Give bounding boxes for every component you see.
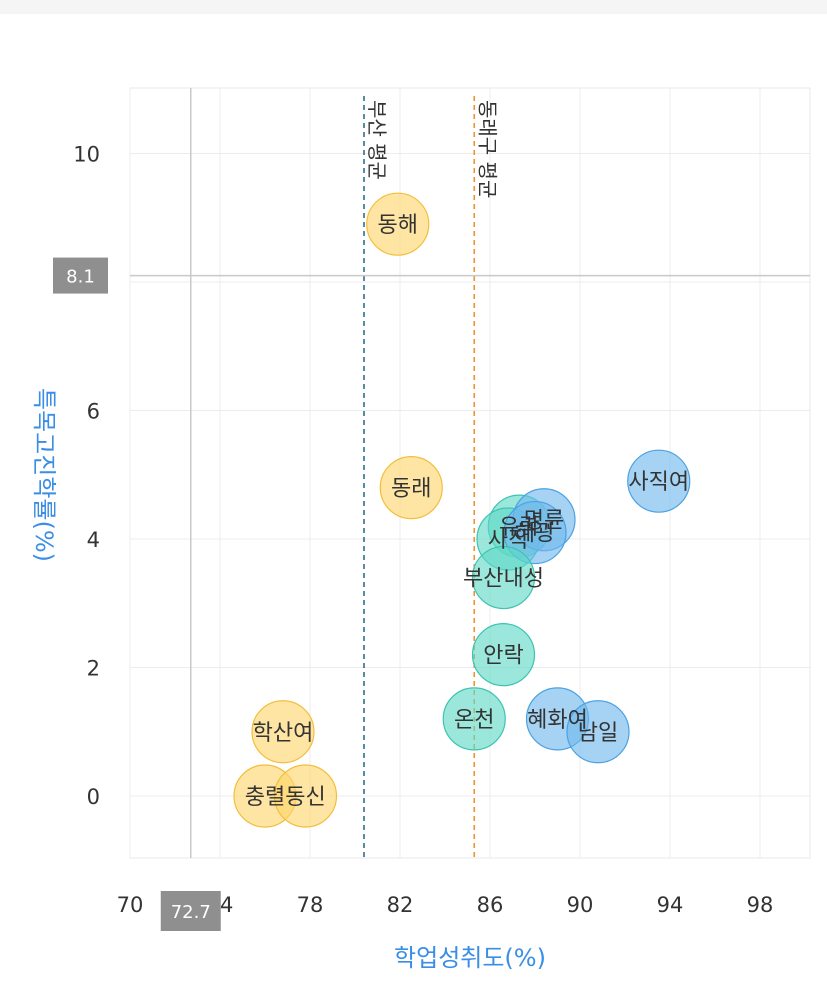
bubble-label: 동래: [391, 477, 431, 502]
bubble[interactable]: [366, 192, 430, 256]
bubble-label: 안락: [483, 644, 523, 669]
reference-line-label: 부산 평균: [365, 100, 389, 180]
x-tick-label: 98: [747, 893, 774, 917]
y-axis-title: 특목고진학률(%): [30, 388, 58, 562]
x-tick-label: 90: [567, 893, 594, 917]
bubble[interactable]: [471, 623, 536, 687]
y-tick-label: 2: [87, 657, 100, 681]
crosshair-y-value: 8.1: [66, 267, 95, 288]
bubble[interactable]: [471, 545, 536, 610]
crosshair-x-value: 72.7: [171, 902, 211, 923]
y-tick-label: 0: [87, 785, 100, 809]
reference-line-label: 동래구 평균: [475, 100, 499, 198]
crosshair-x-marker: [160, 891, 221, 931]
y-axis-ticks: 0246810: [73, 143, 100, 810]
bubble[interactable]: [379, 456, 443, 520]
bubble[interactable]: [566, 700, 630, 764]
bubble[interactable]: [442, 687, 506, 751]
y-tick-label: 4: [87, 528, 100, 552]
bubble-label: 동해: [378, 213, 418, 238]
bubble[interactable]: [251, 700, 315, 764]
x-tick-label: 82: [387, 893, 414, 917]
x-tick-label: 86: [477, 893, 504, 917]
x-tick-label: 70: [117, 893, 144, 917]
y-tick-label: 6: [87, 400, 100, 424]
bubble-label: 온천: [454, 708, 494, 733]
bubble-label: 남일: [578, 721, 618, 746]
bubble-label: 혜화여: [527, 708, 588, 733]
bubble-label: 학산여: [253, 721, 314, 746]
bubble-label: 유락: [499, 515, 539, 540]
bubble-label: 사직여: [628, 470, 689, 495]
bubble-label: 충렬: [245, 785, 285, 810]
top-bar: [0, 0, 827, 14]
bubble-label: 부산내성: [463, 567, 544, 592]
crosshair: [130, 88, 810, 858]
x-tick-label: 94: [657, 893, 684, 917]
y-tick-label: 10: [73, 143, 100, 167]
x-tick-label: 78: [297, 893, 324, 917]
bubble-label: 혜광: [515, 522, 555, 547]
x-axis-title: 학업성취도(%): [394, 944, 546, 972]
bubble[interactable]: [503, 500, 567, 565]
crosshair-markers: 8.1 72.7: [53, 257, 221, 931]
bubble[interactable]: [273, 764, 338, 828]
crosshair-y-marker: [53, 257, 108, 294]
bubble[interactable]: [627, 449, 691, 513]
bubble-label: 사직: [488, 528, 528, 553]
bubble-label: 명륜: [524, 509, 564, 534]
bubble-label: 동신: [285, 785, 325, 810]
